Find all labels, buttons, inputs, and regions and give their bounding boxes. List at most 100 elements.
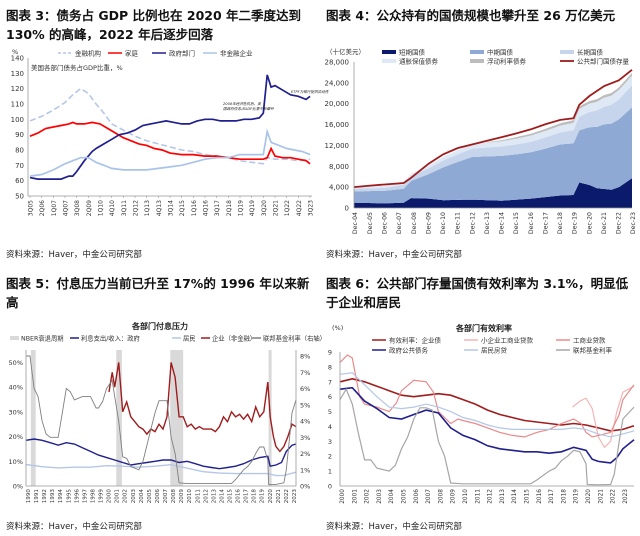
chart-6-xtick: 2020: [586, 489, 592, 504]
chart-3-xtick: 2Q12: [133, 200, 140, 216]
chart-6-xtick: 2011: [475, 489, 481, 504]
chart-5-xtick: 2014: [219, 489, 225, 504]
panel-chart-6: 图表 6：公共部门存量国债有效利率为 3.1%，明显低于企业和居民 (%) 各部门…: [320, 268, 640, 536]
chart-5-y2tick: 1%: [300, 466, 310, 474]
chart-6-series-line: [339, 387, 635, 486]
chart-6-series-line: [339, 354, 635, 438]
chart-6-xtick: 2010: [463, 489, 469, 504]
chart-3-ytick: 110: [11, 101, 24, 109]
chart-3-xtick: 2Q06: [39, 200, 46, 216]
chart-4-xtick: Dec-10: [440, 212, 447, 234]
chart-6-title: 图表 6：公共部门存量国债有效利率为 3.1%，明显低于企业和居民: [326, 276, 629, 310]
chart-6-ytick: 1: [328, 468, 332, 476]
chart-4-xtick: Dec-22: [616, 212, 623, 234]
chart-3-xtick: 2Q09: [86, 200, 93, 216]
chart-4-xtick: Dec-23: [630, 212, 637, 234]
chart-5-y2tick: 5%: [300, 401, 310, 409]
chart-5-xtick: 2015: [227, 489, 233, 504]
chart-5-xtick: 2012: [203, 489, 209, 503]
chart-4-ytick: 20,000: [325, 100, 350, 108]
chart-5-xtick: 2004: [139, 489, 145, 504]
chart-3-legend-item-label: 家庭: [125, 49, 139, 58]
chart-4-ytick: 24,000: [325, 79, 350, 87]
chart-5-series-line: [25, 438, 297, 470]
chart-3-xtick: 3Q23: [308, 200, 315, 216]
chart-6-inner-title: 各部门有效利率: [455, 323, 512, 333]
chart-6-xtick: 2002: [365, 489, 371, 504]
chart-3-xtick: 3Q08: [74, 200, 81, 216]
chart-6-xtick: 2017: [549, 489, 555, 504]
chart-5-legend-label: 利息支出/收入：政府: [81, 334, 140, 343]
chart-4-xtick: Dec-09: [425, 212, 432, 234]
chart-4-legend-label: 浮动利率债券: [487, 57, 527, 66]
chart-4-area-0: [354, 178, 632, 208]
chart-4-xtick: Dec-04: [352, 212, 359, 234]
chart-3-ytick: 50: [15, 193, 24, 201]
chart-4-ytick: 16,000: [325, 121, 350, 129]
chart-5-xtick: 2017: [244, 489, 250, 504]
chart-5-title: 图表 5：付息压力当前已升至 17%的 1996 年以来新高: [6, 276, 310, 310]
chart-6-legend-item-label: 联邦基金利率: [573, 346, 613, 355]
chart-5-ytick: 0%: [13, 483, 23, 491]
chart-5-y2tick: 6%: [300, 385, 310, 393]
chart-4-xtick: Dec-18: [557, 212, 564, 234]
chart-5-xtick: 2013: [211, 489, 217, 504]
chart-4-svg: （十亿美元） 0 4,000 8,000 12,000 16,000 20,000 24,00…: [325, 47, 638, 234]
chart-6-xtick: 2007: [426, 489, 432, 504]
chart-5-xtick: 2008: [171, 489, 177, 504]
chart-6-legend-item-label: 小企业工商业贷款: [481, 336, 534, 345]
chart-5-xtick: 2006: [155, 489, 161, 504]
chart-4-source: 资料来源：Haver，中金公司研究部: [326, 250, 462, 260]
chart-4-area-1: [354, 107, 632, 204]
chart-3-xtick: 4Q22: [296, 200, 303, 216]
chart-3-inner-title: 美国各部门债务占GDP比重，%: [31, 63, 123, 72]
chart-6-source: 资料来源：Haver，中金公司研究部: [326, 522, 462, 532]
chart-5-series-line: [25, 463, 297, 477]
chart-6-xtick: 2008: [438, 489, 444, 504]
chart-3-title: 图表 3：债务占 GDP 比例也在 2020 年二季度达到 130% 的高峰，2…: [6, 8, 302, 42]
chart-5-xtick: 1993: [50, 489, 56, 504]
chart-5-xtick: 2020: [268, 489, 274, 504]
chart-4-xtick: Dec-15: [513, 212, 520, 234]
chart-4-xtick: Dec-11: [455, 212, 462, 234]
chart-6-series-line: [339, 386, 635, 464]
chart-4-legend-label: 通胀保值债券: [399, 57, 439, 66]
chart-5-xtick: 2007: [163, 489, 169, 504]
chart-6-ytick: 5: [328, 408, 332, 416]
chart-3-source: 资料来源：Haver，中金公司研究部: [6, 250, 142, 260]
chart-5-ytick: 10%: [9, 458, 23, 466]
chart-3-xtick: 1Q07: [51, 200, 58, 216]
chart-4-xtick: Dec-07: [396, 212, 403, 234]
chart-5-legend-label: 联邦基金利率（右轴）: [263, 334, 326, 343]
chart-3-legend-item-label: 金融机构: [75, 49, 102, 58]
chart-3-xtick: 3Q20: [261, 200, 268, 216]
chart-4-total-line: [353, 69, 633, 188]
chart-5-y2tick: 7%: [300, 369, 310, 377]
chart-5-xtick: 2002: [123, 489, 129, 503]
chart-5-series-line: [108, 362, 297, 453]
chart-5-legend-label: 居民: [183, 335, 196, 343]
chart-3-ytick: 60: [15, 177, 24, 185]
chart-6-ytick: 3: [328, 438, 332, 446]
chart-6-legend-item-label: 政府公共债务: [389, 346, 429, 355]
chart-6-ylabel: (%): [332, 324, 343, 332]
chart-6-xtick: 2009: [451, 489, 457, 504]
chart-4-xtick: Dec-08: [411, 212, 418, 234]
chart-5-y2tick: 2%: [300, 450, 310, 458]
chart-4-legend-label: 短期国债: [399, 48, 426, 57]
chart-6-xtick: 2003: [377, 489, 383, 504]
chart-5-legend-label: NBER衰退周期: [21, 334, 64, 343]
chart-6-xtick: 2004: [389, 489, 395, 504]
chart-4-legend-swatch: [382, 50, 396, 54]
chart-4-xtick: Dec-13: [484, 212, 491, 234]
chart-5-xtick: 2000: [107, 489, 113, 504]
chart-6-ytick: 2: [328, 453, 332, 461]
chart-4-xtick: Dec-14: [499, 212, 506, 234]
chart-3-ytick: 120: [11, 85, 24, 93]
chart-3-xtick: 2Q15: [179, 200, 186, 216]
chart-5-xtick: 2001: [115, 489, 121, 504]
chart-5-recession-band: [30, 350, 36, 486]
chart-3-xtick: 1Q22: [284, 200, 291, 216]
chart-6-xtick: 2021: [598, 489, 604, 504]
chart-6-xtick: 2013: [500, 489, 506, 504]
